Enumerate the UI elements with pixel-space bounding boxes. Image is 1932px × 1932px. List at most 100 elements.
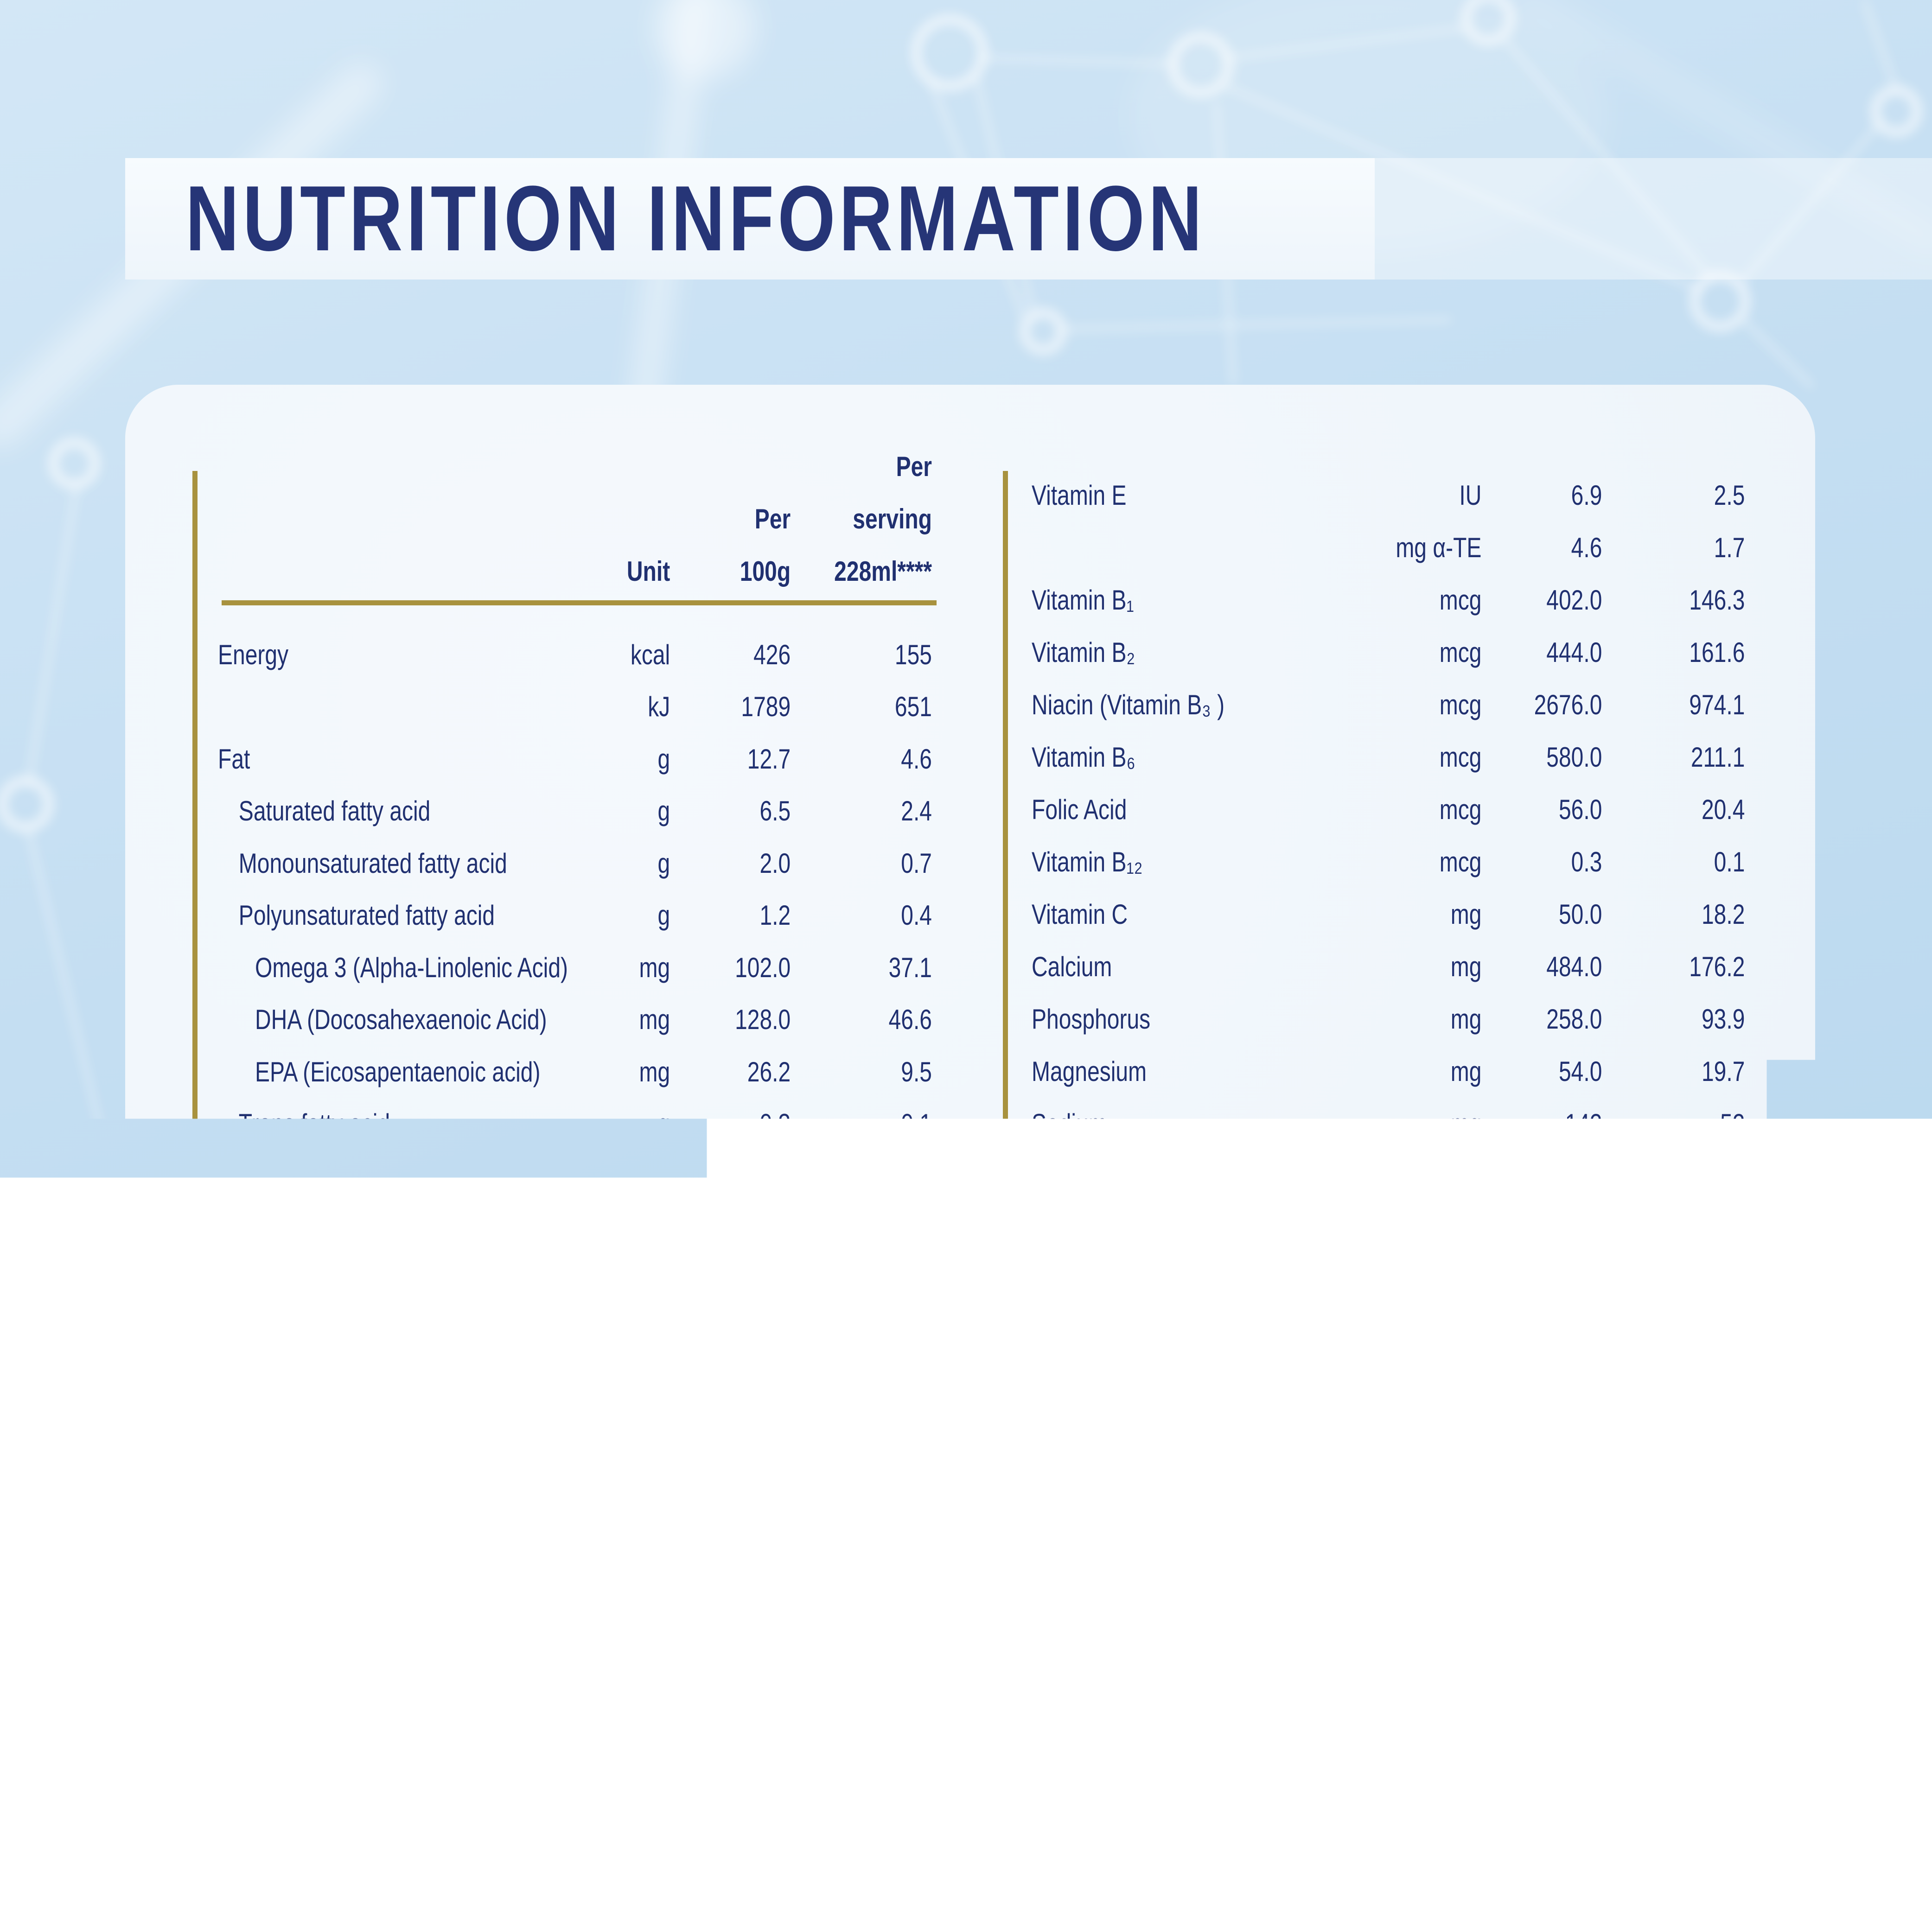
row-label: Carbohydrate [218,1202,353,1254]
unit-cell: kJ [648,680,670,733]
unit-cell: mg [639,941,670,994]
per-100g-cell: 128.0 [735,993,791,1046]
nutrition-table-left: Unit Per 100g Per serving 228ml**** Ener… [218,0,932,1932]
row-label: Saturated fatty acid [239,785,431,837]
unit-cell: g [658,889,670,941]
row-label: Omega 3 (Alpha-Linolenic Acid) [255,941,568,994]
per-100g-cell: 6.5 [759,785,791,837]
per-serving-cell: 651 [895,680,932,733]
unit-cell: g [658,1463,670,1515]
per-100g-cell: 3.1 [759,1463,791,1515]
column-header-unit: Unit [627,545,670,597]
table-row: Vitamin D IU 100.0 36.4 [218,1619,932,1671]
per-serving-cell: 46.6 [889,993,932,1046]
table-row: Energy kcal 426 155 [218,629,932,681]
table-row: EPA (Eicosapentaenoic acid) mg 26.2 9.5 [218,1046,932,1098]
table-row: Lactose g 41.0 14.9 [218,1306,932,1359]
per-100g-cell: 2.5 [759,1671,791,1724]
per-serving-cell: 37.1 [889,941,932,994]
nutrition-information-page: NUTRITION INFORMATION Unit Per 100g Per … [0,0,1932,1932]
header-serving-line1: Per [834,440,932,493]
unit-cell: g [658,1150,670,1202]
per-serving-cell: 1.1 [901,1463,932,1515]
row-label: Vitamin D [218,1619,314,1671]
unit-cell: g [658,1359,670,1411]
table-row: Sucrose g 0.0 0.0 [218,1359,932,1411]
row-label: Protein [218,1150,288,1202]
row-label: (90% scGOS*, 10% lcFOS**) [218,1463,506,1515]
per-100g-cell: 65.5 [747,1202,791,1254]
per-100g-cell: 313.0 [735,1515,791,1567]
per-100g-cell: 426 [753,629,791,681]
row-label: Polyunsaturated fatty acid [239,889,495,941]
per-serving-cell: 15.2 [889,1254,932,1307]
row-label: Monounsaturated fatty acid [239,837,507,890]
per-100g-cell: 102.0 [735,941,791,994]
unit-cell: g [658,733,670,785]
per-100g-cell: 0.0 [759,1359,791,1411]
table-row: Total sugar g 41.7 15.2 [218,1254,932,1307]
unit-cell: IU [648,1515,670,1567]
per-100g-cell: 41.7 [747,1254,791,1307]
header-unit-label: Unit [627,545,670,597]
per-100g-cell: 94.0 [747,1567,791,1620]
table-row: Polyunsaturated fatty acid g 1.2 0.4 [218,889,932,941]
unit-cell: mcg [628,1671,670,1724]
table-row: Vitamin A IU 313.0 113.9 [218,1515,932,1567]
per-serving-cell: 4.5 [901,1150,932,1202]
per-100g-cell: 100.0 [735,1619,791,1671]
unit-cell: mg [639,1046,670,1098]
per-serving-cell: 36.4 [889,1619,932,1671]
per-serving-cell: 0.0 [901,1359,932,1411]
table-row: Monounsaturated fatty acid g 2.0 0.7 [218,837,932,890]
row-label: Sucrose [255,1359,337,1411]
row-label: EPA (Eicosapentaenoic acid) [255,1046,540,1098]
per-100g-cell: 12.7 [747,733,791,785]
per-serving-cell: 2.4 [901,785,932,837]
row-label: Trans fatty acid [239,1098,390,1150]
unit-cell: mg [639,993,670,1046]
per-serving-cell: 0.7 [901,837,932,890]
per-100g-cell: 41.0 [747,1306,791,1359]
row-label: Lactose [255,1306,333,1359]
unit-cell: kcal [631,629,670,681]
column-header-per-100g: Per 100g [740,493,791,597]
column-header-per-serving: Per serving 228ml**** [834,440,932,597]
footnote: ** long chain fructo-oligosaccharides (l… [1006,1525,1397,1574]
table-row: mcg RE 94.0 34.2 [218,1567,932,1620]
unit-cell: g [658,837,670,890]
unit-cell: g [658,1254,670,1307]
per-serving-cell: 113.9 [878,1515,932,1567]
table-row: Trans fatty acid g 0.3 0.1 [218,1098,932,1150]
table-row: Saturated fatty acid g 6.5 2.4 [218,785,932,837]
unit-cell: IU [648,1619,670,1671]
per-100g-cell: 12.4 [747,1150,791,1202]
header-serving-line2: serving [834,493,932,545]
per-serving-cell: 4.6 [901,733,932,785]
table-row: Oligosaccharides mixture [218,1411,932,1463]
unit-cell: g [658,1202,670,1254]
row-label: Fat [218,733,250,785]
table-row: Omega 3 (Alpha-Linolenic Acid) mg 102.0 37.… [218,941,932,994]
unit-cell: mcg RE [591,1567,670,1620]
per-serving-cell: 34.2 [889,1567,932,1620]
per-serving-cell: 23.8 [889,1202,932,1254]
header-per100-line1: Per [740,493,791,545]
header-per100-line2: 100g [740,545,791,597]
unit-cell: g [658,1098,670,1150]
per-100g-cell: 1789 [741,680,791,733]
footnote: **** Per serving 228 ml = 200 ml water +… [1006,1574,1585,1623]
per-100g-cell: 0.3 [759,1098,791,1150]
per-serving-cell: 0.4 [901,889,932,941]
header-serving-line3: 228ml**** [834,545,932,597]
per-100g-cell: 1.2 [759,889,791,941]
table-row: Fat g 12.7 4.6 [218,733,932,785]
left-table-vertical-rule [192,471,198,1757]
row-label: Vitamin A [218,1515,312,1567]
table-row: (90% scGOS*, 10% lcFOS**) g 3.1 1.1 [218,1463,932,1515]
row-label: DHA (Docosahexaenoic Acid) [255,993,547,1046]
per-serving-cell: 9.5 [901,1046,932,1098]
row-label: Total sugar [239,1254,348,1307]
per-serving-cell: 0.9 [901,1671,932,1724]
row-label: Oligosaccharides mixture [218,1411,468,1463]
